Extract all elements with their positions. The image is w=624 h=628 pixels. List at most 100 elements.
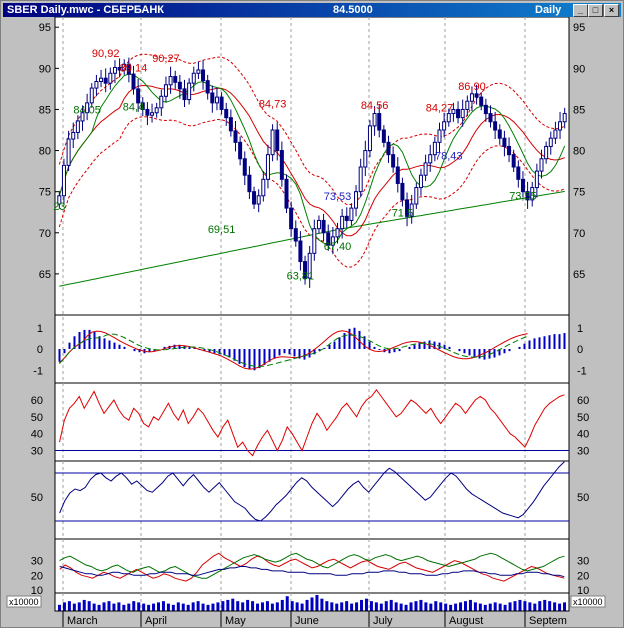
candle-body [418, 174, 423, 189]
candle-body [465, 100, 470, 110]
volume-bar [449, 604, 453, 611]
month-label: June [295, 615, 319, 627]
minimize-button[interactable]: _ [573, 4, 588, 17]
price-annotation: 78,43 [435, 150, 463, 162]
volume-bar [444, 603, 448, 611]
volume-bar [265, 601, 269, 611]
volume-bar [394, 602, 398, 611]
candle-body [196, 69, 201, 74]
price-annotation: 90,92 [92, 48, 120, 60]
volume-bar [548, 601, 552, 611]
volume-bar [157, 602, 161, 611]
volume-bar [414, 601, 418, 611]
volume-bar [300, 603, 304, 611]
macd-tick-right: 0 [577, 344, 583, 356]
volume-bar [409, 602, 413, 611]
title-bar[interactable]: SBER Daily.mwc - СБЕРБАНК 84.5000 Daily … [3, 3, 621, 17]
volume-bar [221, 601, 225, 611]
volume-bar [270, 603, 274, 611]
stoch-tick-left: 50 [31, 492, 43, 504]
close-button[interactable]: × [604, 4, 619, 17]
macd-signal-line [58, 330, 528, 370]
rsi-tick-left: 40 [31, 429, 43, 441]
candle-body [474, 93, 479, 98]
candle-body [247, 174, 252, 193]
rsi-tick-right: 50 [577, 412, 589, 424]
candle-body [405, 199, 410, 217]
price-annotation: 90,27 [152, 53, 180, 65]
candle-body [275, 129, 280, 152]
candle-body [558, 121, 563, 131]
candle-body [507, 145, 512, 156]
candle-body [326, 232, 331, 246]
ma-long-line [59, 190, 565, 287]
candle-body [205, 80, 210, 94]
candle-body [548, 137, 553, 147]
volume-bar [523, 601, 527, 611]
candle-body [372, 113, 377, 127]
candle-body [122, 63, 127, 71]
macd-tick-right: -1 [577, 365, 587, 377]
volume-bar [181, 603, 185, 611]
volume-bar [563, 602, 567, 611]
candle-body [446, 113, 451, 123]
volume-bar [132, 601, 136, 611]
candle-body [312, 228, 317, 254]
volume-bar [216, 602, 220, 611]
candle-body [363, 150, 368, 168]
candle-body [168, 76, 173, 86]
volume-bar [62, 602, 66, 611]
dmi-tick-left: 30 [31, 556, 43, 568]
candle-body [85, 102, 90, 114]
price-tick-left: 65 [39, 269, 51, 281]
volume-bar [384, 601, 388, 611]
candle-body [159, 95, 164, 109]
price-annotation: 84,73 [259, 99, 287, 111]
candle-body [381, 129, 386, 143]
volume-bar [468, 599, 472, 611]
candle-body [201, 69, 206, 82]
dmi-line [59, 566, 565, 578]
volume-unit-box-left [6, 595, 42, 608]
volume-bar [87, 601, 91, 611]
candle-body [233, 130, 238, 143]
volume-bar [147, 604, 151, 611]
candle-body [479, 96, 484, 106]
candle-body [191, 72, 196, 84]
volume-bar [72, 603, 76, 611]
volume-bar [483, 604, 487, 611]
dmi-tick-left: 10 [31, 585, 43, 597]
candle-body [358, 166, 363, 193]
volume-bar [117, 602, 121, 611]
candle-body [428, 154, 433, 164]
candle-body [349, 207, 354, 221]
candle-body [108, 72, 113, 84]
candle-body [395, 166, 400, 184]
volume-bar [176, 602, 180, 611]
volume-bar [320, 598, 324, 611]
volume-bar [107, 601, 111, 611]
volume-bar [231, 598, 235, 611]
maximize-button[interactable]: □ [588, 4, 603, 17]
candle-body [145, 108, 150, 116]
volume-bar [325, 601, 329, 611]
volume-bar [280, 599, 284, 611]
volume-bar [102, 602, 106, 611]
candle-body [432, 141, 437, 156]
macd-tick-right: 1 [577, 323, 583, 335]
candle-body [224, 108, 229, 119]
price-tick-right: 65 [573, 269, 585, 281]
rsi-tick-left: 60 [31, 395, 43, 407]
lower-envelope [58, 116, 565, 268]
candle-body [75, 120, 80, 133]
candle-body [539, 158, 544, 172]
candle-body [303, 261, 308, 279]
price-tick-right: 80 [573, 146, 585, 158]
price-annotation: 23 [53, 201, 65, 213]
macd-tick-left: 1 [37, 323, 43, 335]
candle-body [520, 178, 525, 193]
volume-bar [424, 602, 428, 611]
volume-bar [275, 602, 279, 611]
volume-bar [404, 604, 408, 611]
candle-body [340, 215, 345, 230]
